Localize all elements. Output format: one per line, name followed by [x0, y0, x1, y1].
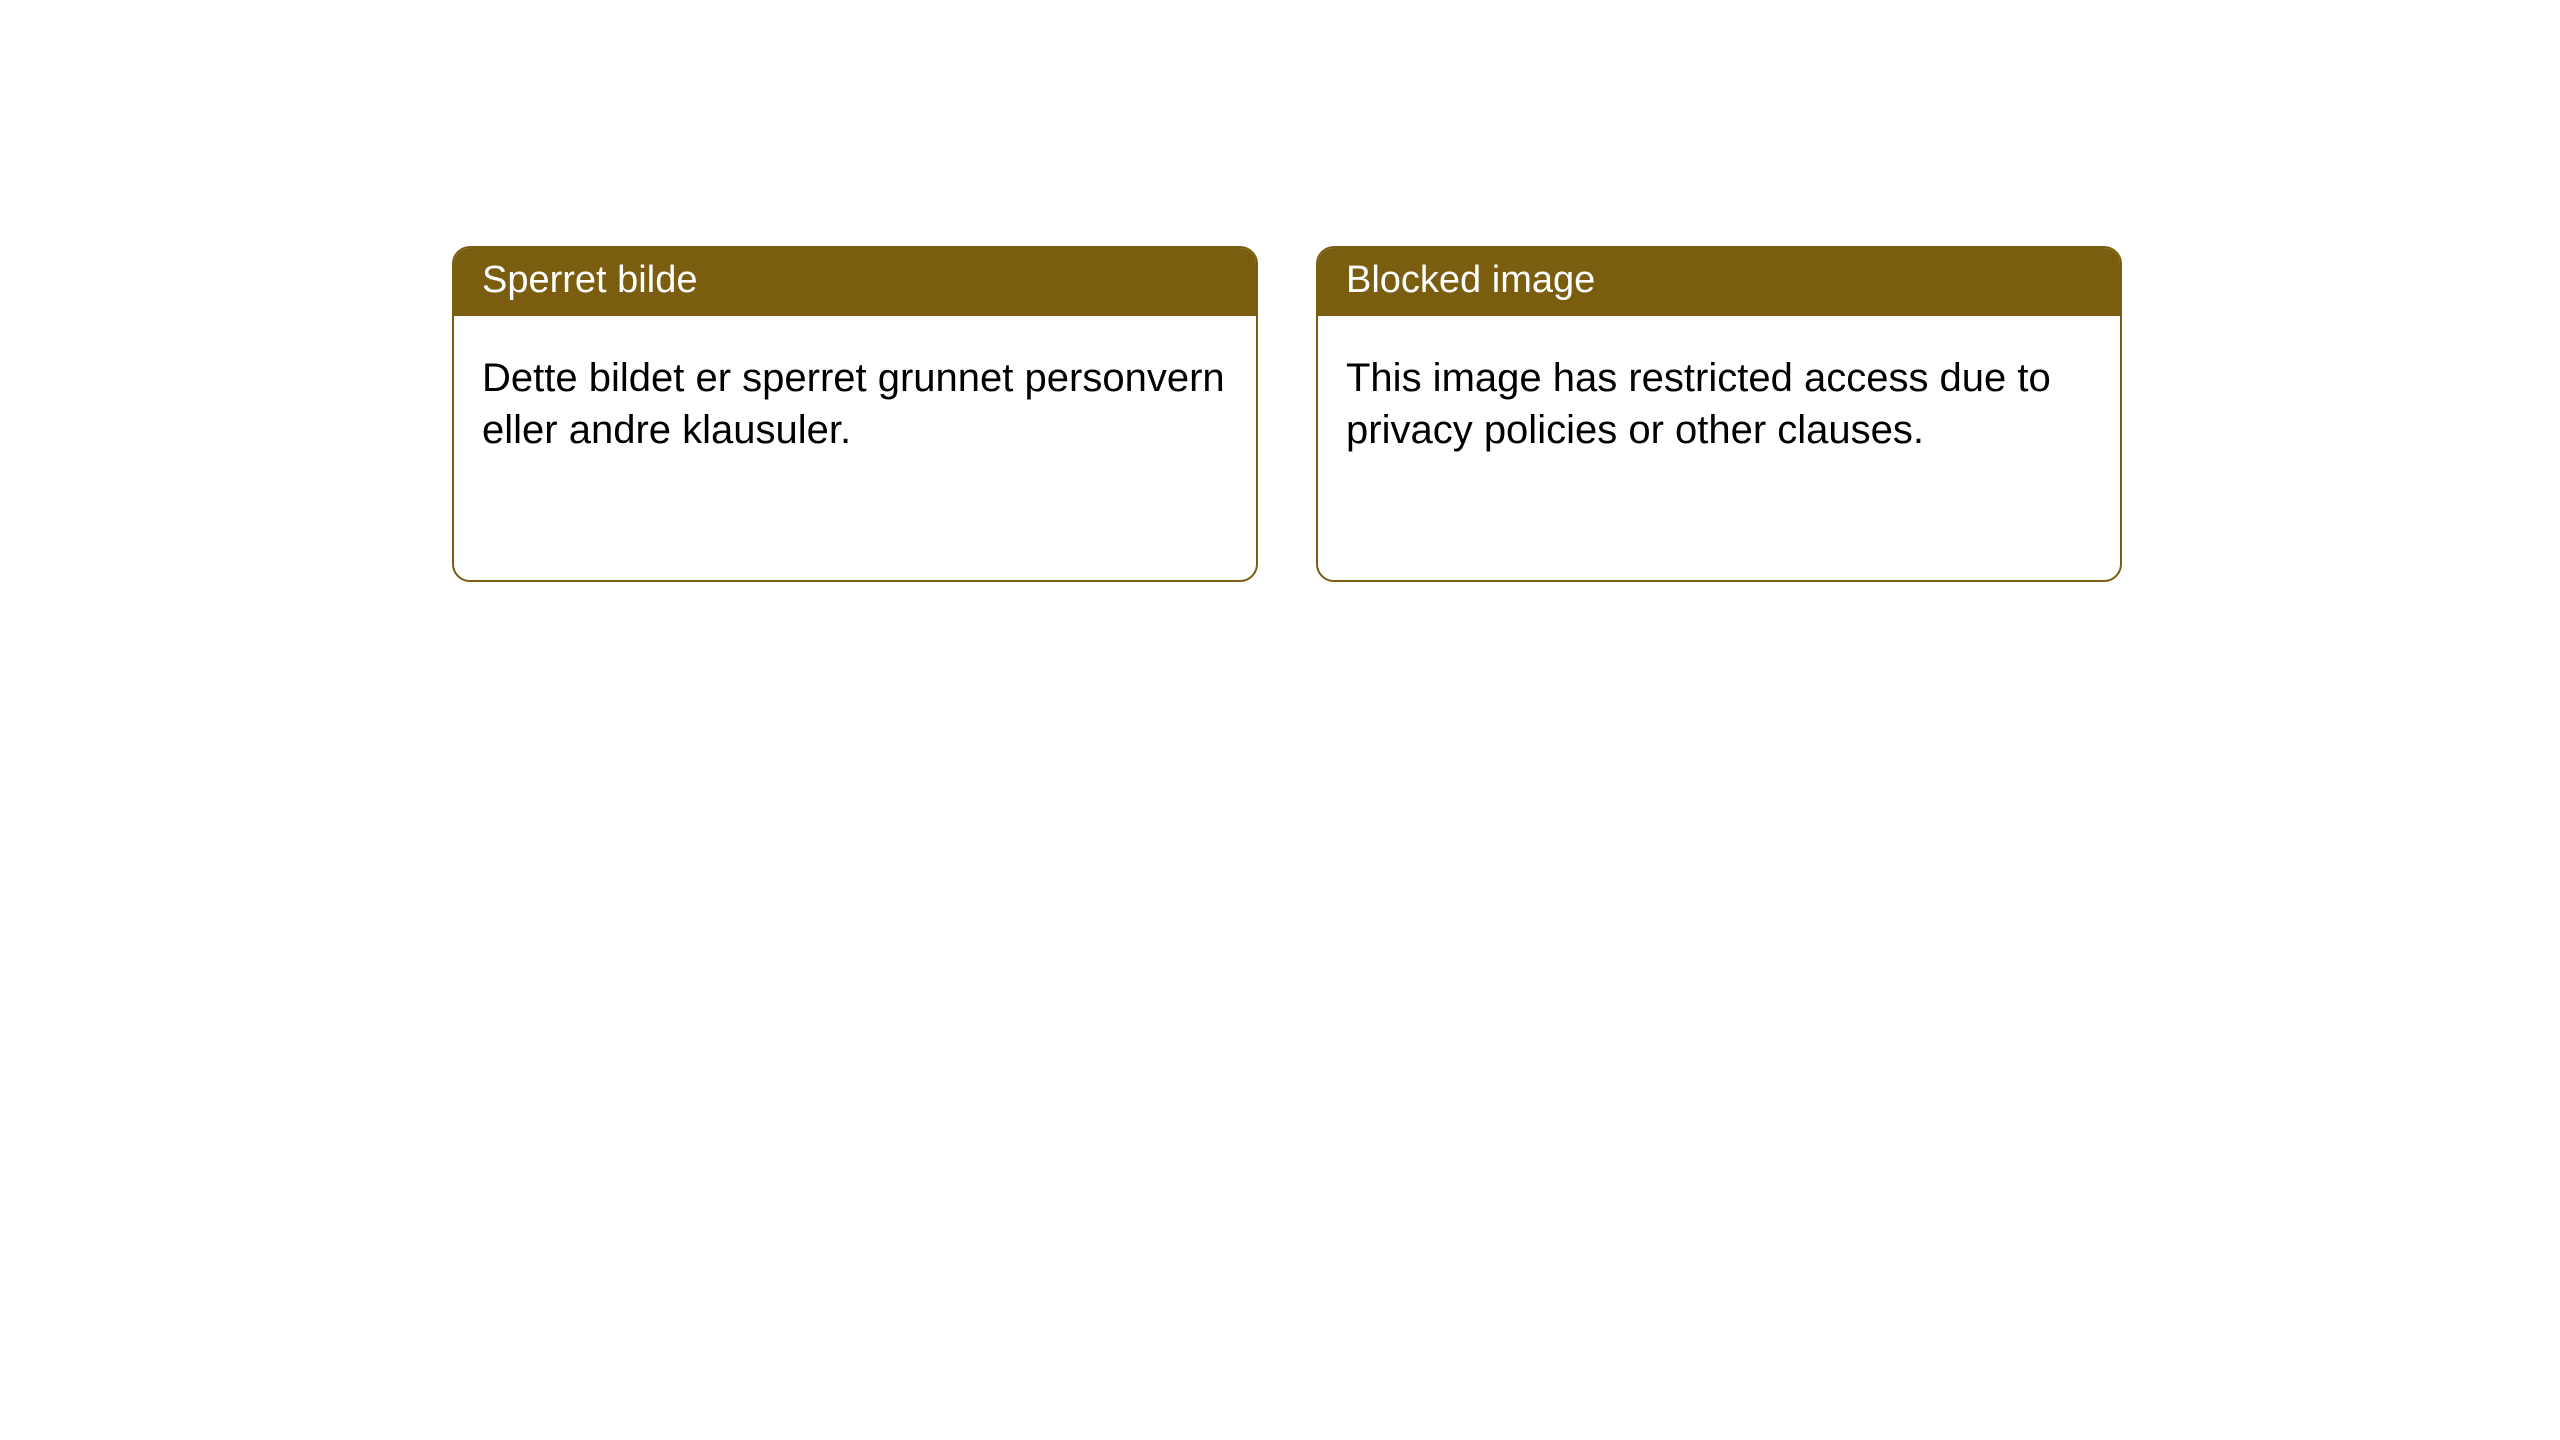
card-header: Sperret bilde [454, 248, 1256, 316]
blocked-image-card-no: Sperret bilde Dette bildet er sperret gr… [452, 246, 1258, 582]
card-body-text: This image has restricted access due to … [1346, 356, 2051, 452]
notice-container: Sperret bilde Dette bildet er sperret gr… [0, 0, 2560, 582]
card-header: Blocked image [1318, 248, 2120, 316]
card-title: Sperret bilde [482, 259, 697, 301]
card-body-text: Dette bildet er sperret grunnet personve… [482, 356, 1225, 452]
card-body: Dette bildet er sperret grunnet personve… [454, 316, 1256, 484]
card-body: This image has restricted access due to … [1318, 316, 2120, 484]
blocked-image-card-en: Blocked image This image has restricted … [1316, 246, 2122, 582]
card-title: Blocked image [1346, 259, 1595, 301]
